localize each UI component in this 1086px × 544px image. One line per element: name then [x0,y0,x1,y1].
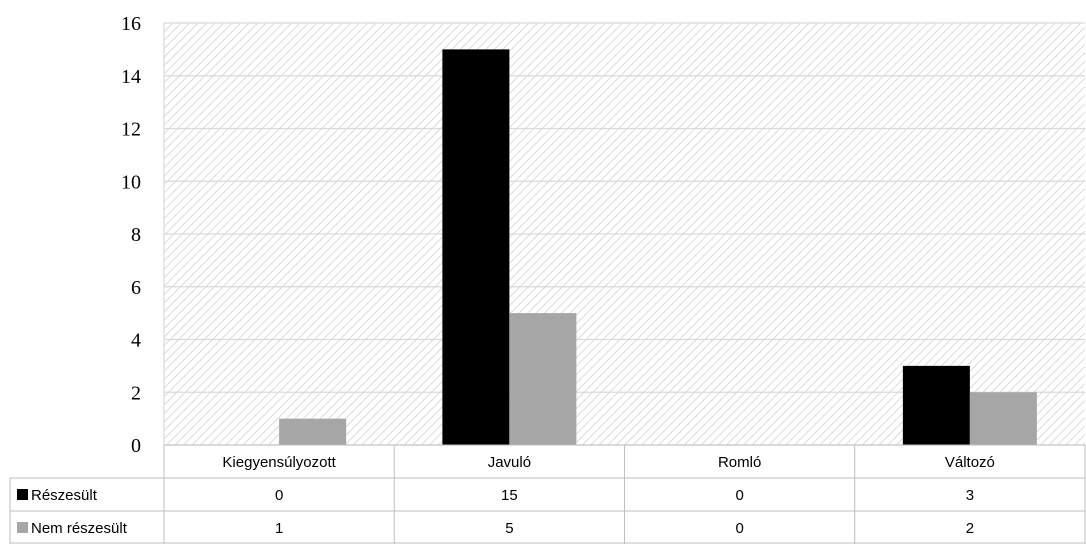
y-tick-label: 16 [121,13,141,35]
category-label: Romló [718,454,761,471]
category-label: Javuló [488,454,531,471]
y-tick-label: 4 [131,330,141,352]
data-label: 0 [275,487,283,504]
data-label: 15 [501,487,518,504]
y-tick-label: 0 [131,435,141,457]
category-label: Kiegyensúlyozott [222,454,336,471]
y-tick-label: 14 [121,66,141,88]
bar-1-2 [442,49,510,445]
bar-1-4 [902,365,970,445]
y-tick-label: 6 [131,277,141,299]
data-table: Kiegyensúlyozott Javuló Romló Változó Részes… [9,444,1086,544]
data-label: 2 [966,520,974,537]
series-label: Részesült [31,487,98,504]
bar-2-1 [279,418,347,445]
data-label: 0 [735,487,743,504]
data-label: 1 [275,520,283,537]
series-label: Nem részesült [31,520,128,537]
data-label: 3 [966,487,974,504]
y-tick-label: 8 [131,224,141,246]
data-label: 0 [735,520,743,537]
y-axis-ticks: 0 2 4 6 8 10 12 14 16 [121,13,141,457]
bar-2-4 [969,392,1037,445]
legend-key [17,522,28,533]
y-tick-label: 2 [131,382,141,404]
category-label: Változó [945,454,995,471]
legend-key [17,489,28,500]
bar-2-2 [509,313,577,445]
data-label: 5 [505,520,513,537]
bars [279,49,1037,445]
y-tick-label: 10 [121,171,141,193]
gridlines [163,22,1085,446]
y-tick-label: 12 [121,119,141,141]
